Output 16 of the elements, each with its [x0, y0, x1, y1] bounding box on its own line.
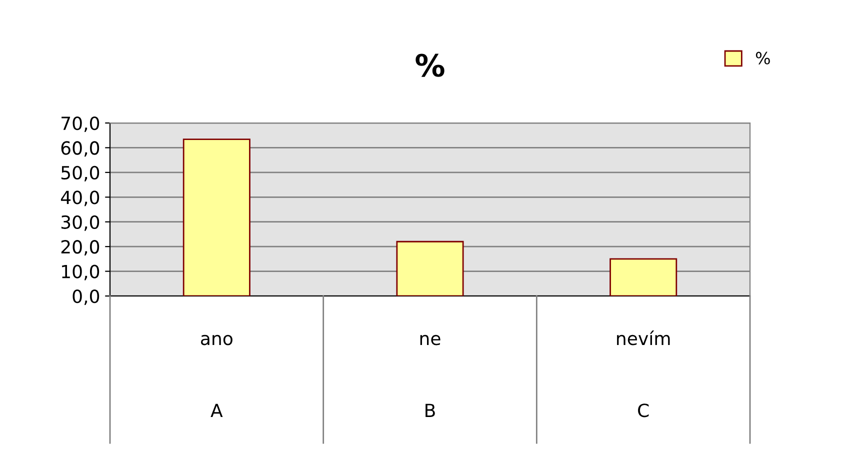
y-tick-label: 40,0 — [60, 190, 100, 206]
y-tick-label: 70,0 — [62, 116, 100, 132]
y-tick-label: 20,0 — [61, 240, 100, 256]
category-label: ne B — [420, 334, 440, 417]
category-label: ano A — [200, 334, 232, 417]
y-tick-label: 0,0 — [72, 289, 100, 305]
y-tick-label: 50,0 — [61, 166, 100, 182]
bar — [396, 240, 464, 296]
bar — [610, 258, 678, 296]
y-tick-label: 30,0 — [61, 215, 100, 231]
legend-label: % — [756, 52, 770, 64]
category-label: nevím C — [617, 330, 670, 418]
bar — [182, 138, 250, 296]
y-tick-label: 10,0 — [62, 264, 100, 280]
y-tick-label: 60,0 — [61, 141, 100, 157]
chart-title: % — [416, 54, 444, 77]
